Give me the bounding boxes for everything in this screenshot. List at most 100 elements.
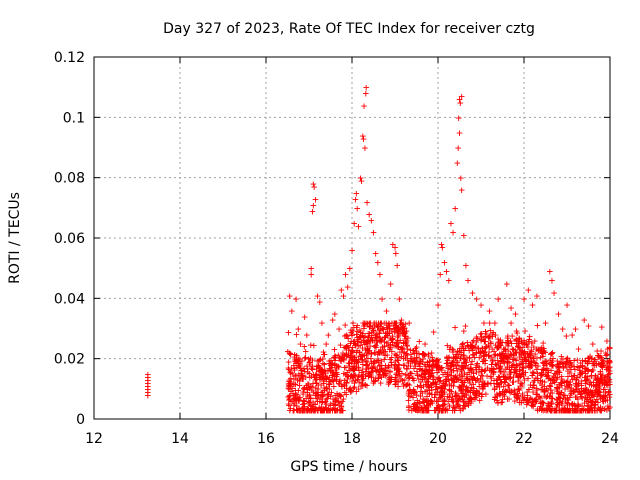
data-point: +	[453, 370, 460, 383]
data-point: +	[327, 390, 334, 403]
data-point: +	[395, 325, 402, 338]
data-point: +	[348, 323, 355, 336]
data-point: +	[407, 367, 414, 380]
data-point: +	[595, 349, 602, 362]
data-point: +	[521, 337, 528, 350]
data-point: +	[325, 329, 332, 342]
data-point: +	[481, 342, 488, 355]
data-point: +	[580, 404, 587, 417]
data-point: +	[597, 391, 604, 404]
data-point: +	[382, 327, 389, 340]
data-point: +	[473, 365, 480, 378]
data-point: +	[520, 362, 527, 375]
data-point: +	[377, 377, 384, 390]
data-point: +	[572, 404, 579, 417]
data-point: +	[362, 338, 369, 351]
data-point: +	[364, 379, 371, 392]
data-point: +	[313, 373, 320, 386]
data-point: +	[394, 324, 401, 337]
data-point: +	[364, 196, 371, 209]
data-point: +	[492, 357, 499, 370]
data-point: +	[498, 349, 505, 362]
data-point: +	[437, 374, 444, 387]
data-point: +	[540, 357, 547, 370]
data-point: +	[551, 404, 558, 417]
data-point: +	[424, 364, 431, 377]
data-point: +	[513, 337, 520, 350]
data-point: +	[473, 292, 480, 305]
data-point: +	[428, 378, 435, 391]
data-point: +	[144, 371, 151, 384]
data-point: +	[607, 361, 614, 374]
data-point: +	[413, 344, 420, 357]
data-point: +	[396, 362, 403, 375]
data-point: +	[318, 404, 325, 417]
data-point: +	[416, 372, 423, 385]
data-point: +	[495, 332, 502, 345]
data-point: +	[364, 342, 371, 355]
data-point: +	[329, 366, 336, 379]
data-point: +	[482, 363, 489, 376]
data-point: +	[563, 376, 570, 389]
data-point: +	[567, 361, 574, 374]
data-point: +	[311, 404, 318, 417]
data-point: +	[456, 126, 463, 139]
data-point: +	[605, 368, 612, 381]
data-point: +	[437, 381, 444, 394]
data-point: +	[337, 354, 344, 367]
data-point: +	[557, 357, 564, 370]
data-point: +	[393, 247, 400, 260]
data-point: +	[293, 354, 300, 367]
data-point: +	[439, 361, 446, 374]
data-point: +	[484, 377, 491, 390]
data-point: +	[295, 355, 302, 368]
data-point: +	[290, 404, 297, 417]
data-point: +	[518, 358, 525, 371]
data-point: +	[526, 393, 533, 406]
data-point: +	[489, 330, 496, 343]
data-point: +	[481, 332, 488, 345]
data-point: +	[571, 404, 578, 417]
data-point: +	[479, 365, 486, 378]
data-point: +	[362, 87, 369, 100]
data-point: +	[296, 371, 303, 384]
data-point: +	[567, 376, 574, 389]
y-tick-label: 0.1	[63, 110, 85, 126]
data-point: +	[439, 379, 446, 392]
data-point: +	[376, 365, 383, 378]
data-point: +	[412, 359, 419, 372]
data-point: +	[496, 387, 503, 400]
data-point: +	[597, 404, 604, 417]
data-point: +	[567, 384, 574, 397]
data-point: +	[329, 369, 336, 382]
data-point: +	[299, 404, 306, 417]
data-point: +	[362, 142, 369, 155]
data-point: +	[306, 398, 313, 411]
data-point: +	[582, 362, 589, 375]
data-point: +	[317, 404, 324, 417]
data-point: +	[453, 348, 460, 361]
data-point: +	[286, 346, 293, 359]
data-point: +	[587, 393, 594, 406]
data-point: +	[383, 367, 390, 380]
data-point: +	[343, 361, 350, 374]
data-point: +	[448, 217, 455, 230]
data-point: +	[425, 400, 432, 413]
data-point: +	[452, 321, 459, 334]
data-point: +	[603, 371, 610, 384]
data-point: +	[540, 396, 547, 409]
data-point: +	[583, 386, 590, 399]
data-point: +	[340, 347, 347, 360]
data-point: +	[592, 384, 599, 397]
data-point: +	[428, 379, 435, 392]
data-point: +	[341, 361, 348, 374]
data-point: +	[418, 369, 425, 382]
data-point: +	[290, 394, 297, 407]
data-point: +	[490, 366, 497, 379]
data-point: +	[496, 357, 503, 370]
data-point: +	[286, 399, 293, 412]
data-point: +	[361, 316, 368, 329]
data-point: +	[577, 367, 584, 380]
data-point: +	[396, 365, 403, 378]
data-point: +	[454, 393, 461, 406]
